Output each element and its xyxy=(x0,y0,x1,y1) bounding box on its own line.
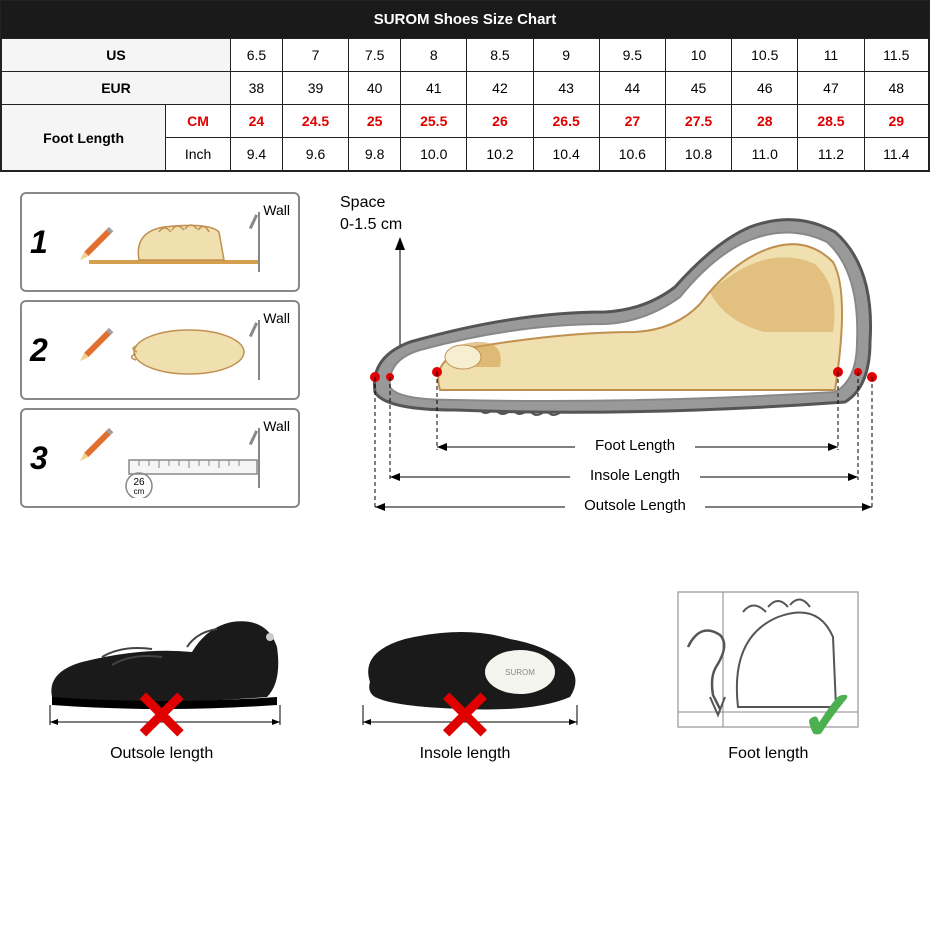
step-1-number: 1 xyxy=(30,224,60,261)
eur-label: EUR xyxy=(2,72,231,105)
eur-val: 40 xyxy=(349,72,401,105)
inch-val: 9.6 xyxy=(282,138,348,171)
us-label: US xyxy=(2,39,231,72)
size-chart-table: SUROM Shoes Size Chart US 6.5 7 7.5 8 8.… xyxy=(0,0,930,172)
cm-val: 28 xyxy=(732,105,798,138)
cm-row: Foot Length CM 24 24.5 25 25.5 26 26.5 2… xyxy=(2,105,929,138)
inch-val: 9.4 xyxy=(230,138,282,171)
us-val: 7 xyxy=(282,39,348,72)
svg-text:SUROM: SUROM xyxy=(505,668,535,677)
inch-val: 10.4 xyxy=(533,138,599,171)
steps-column: 1 Wall 2 xyxy=(20,192,300,537)
us-val: 7.5 xyxy=(349,39,401,72)
cm-label: CM xyxy=(166,105,231,138)
wall-label-3: Wall xyxy=(263,418,290,434)
cm-val: 26 xyxy=(467,105,533,138)
insole-length-dim: Insole Length xyxy=(590,467,680,484)
us-val: 8.5 xyxy=(467,39,533,72)
eur-val: 39 xyxy=(282,72,348,105)
foot-image: ✓ xyxy=(628,577,908,737)
cm-val: 29 xyxy=(864,105,928,138)
cm-val: 25.5 xyxy=(401,105,467,138)
inch-val: 10.0 xyxy=(401,138,467,171)
outsole-length-dim: Outsole Length xyxy=(584,497,686,514)
foot-length-dim: Foot Length xyxy=(595,437,675,454)
us-val: 10 xyxy=(665,39,731,72)
outsole-image: ✕ xyxy=(22,577,302,737)
foot-label: Foot length xyxy=(628,745,908,763)
eur-val: 45 xyxy=(665,72,731,105)
inch-val: 11.0 xyxy=(732,138,798,171)
wall-label-1: Wall xyxy=(263,202,290,218)
bottom-examples: ✕ Outsole length SUROM ✕ Insole length xyxy=(0,557,930,793)
cm-val: 24.5 xyxy=(282,105,348,138)
step-2-illustration xyxy=(68,310,290,390)
cm-val: 27 xyxy=(599,105,665,138)
us-val: 11 xyxy=(798,39,864,72)
step-1-box: 1 Wall xyxy=(20,192,300,292)
space-label: Space 0-1.5 cm xyxy=(340,192,402,237)
diagrams-section: 1 Wall 2 xyxy=(0,172,930,557)
x-mark-icon: ✕ xyxy=(436,675,495,757)
eur-val: 47 xyxy=(798,72,864,105)
eur-val: 44 xyxy=(599,72,665,105)
inch-val: 11.4 xyxy=(864,138,928,171)
x-mark-icon: ✕ xyxy=(132,675,191,757)
foot-length-label: Foot Length xyxy=(2,105,166,171)
step-3-number: 3 xyxy=(30,440,60,477)
eur-val: 48 xyxy=(864,72,928,105)
foot-example: ✓ Foot length xyxy=(628,577,908,763)
size-table: US 6.5 7 7.5 8 8.5 9 9.5 10 10.5 11 11.5… xyxy=(1,38,929,171)
eur-val: 41 xyxy=(401,72,467,105)
us-val: 8 xyxy=(401,39,467,72)
us-row: US 6.5 7 7.5 8 8.5 9 9.5 10 10.5 11 11.5 xyxy=(2,39,929,72)
outsole-example: ✕ Outsole length xyxy=(22,577,302,763)
eur-val: 46 xyxy=(732,72,798,105)
cm-val: 24 xyxy=(230,105,282,138)
inch-val: 10.2 xyxy=(467,138,533,171)
eur-val: 38 xyxy=(230,72,282,105)
cm-val: 25 xyxy=(349,105,401,138)
ruler-unit: cm xyxy=(134,487,145,496)
step-2-box: 2 Wall xyxy=(20,300,300,400)
cm-val: 26.5 xyxy=(533,105,599,138)
cm-val: 27.5 xyxy=(665,105,731,138)
eur-val: 43 xyxy=(533,72,599,105)
check-mark-icon: ✓ xyxy=(800,675,859,757)
step-2-number: 2 xyxy=(30,332,60,369)
shoe-cross-section: Space 0-1.5 cm xyxy=(320,192,910,537)
insole-image: SUROM ✕ xyxy=(325,577,605,737)
inch-val: 10.6 xyxy=(599,138,665,171)
eur-val: 42 xyxy=(467,72,533,105)
chart-title: SUROM Shoes Size Chart xyxy=(1,1,929,38)
us-val: 10.5 xyxy=(732,39,798,72)
inch-label: Inch xyxy=(166,138,231,171)
wall-label-2: Wall xyxy=(263,310,290,326)
us-val: 9 xyxy=(533,39,599,72)
step-3-illustration: 26 cm xyxy=(68,418,290,498)
step-3-box: 3 26 cm Wall xyxy=(20,408,300,508)
inch-val: 11.2 xyxy=(798,138,864,171)
cm-val: 28.5 xyxy=(798,105,864,138)
inch-val: 10.8 xyxy=(665,138,731,171)
us-val: 6.5 xyxy=(230,39,282,72)
inch-val: 9.8 xyxy=(349,138,401,171)
us-val: 9.5 xyxy=(599,39,665,72)
eur-row: EUR 38 39 40 41 42 43 44 45 46 47 48 xyxy=(2,72,929,105)
step-1-illustration xyxy=(68,202,290,282)
insole-example: SUROM ✕ Insole length xyxy=(325,577,605,763)
us-val: 11.5 xyxy=(864,39,928,72)
